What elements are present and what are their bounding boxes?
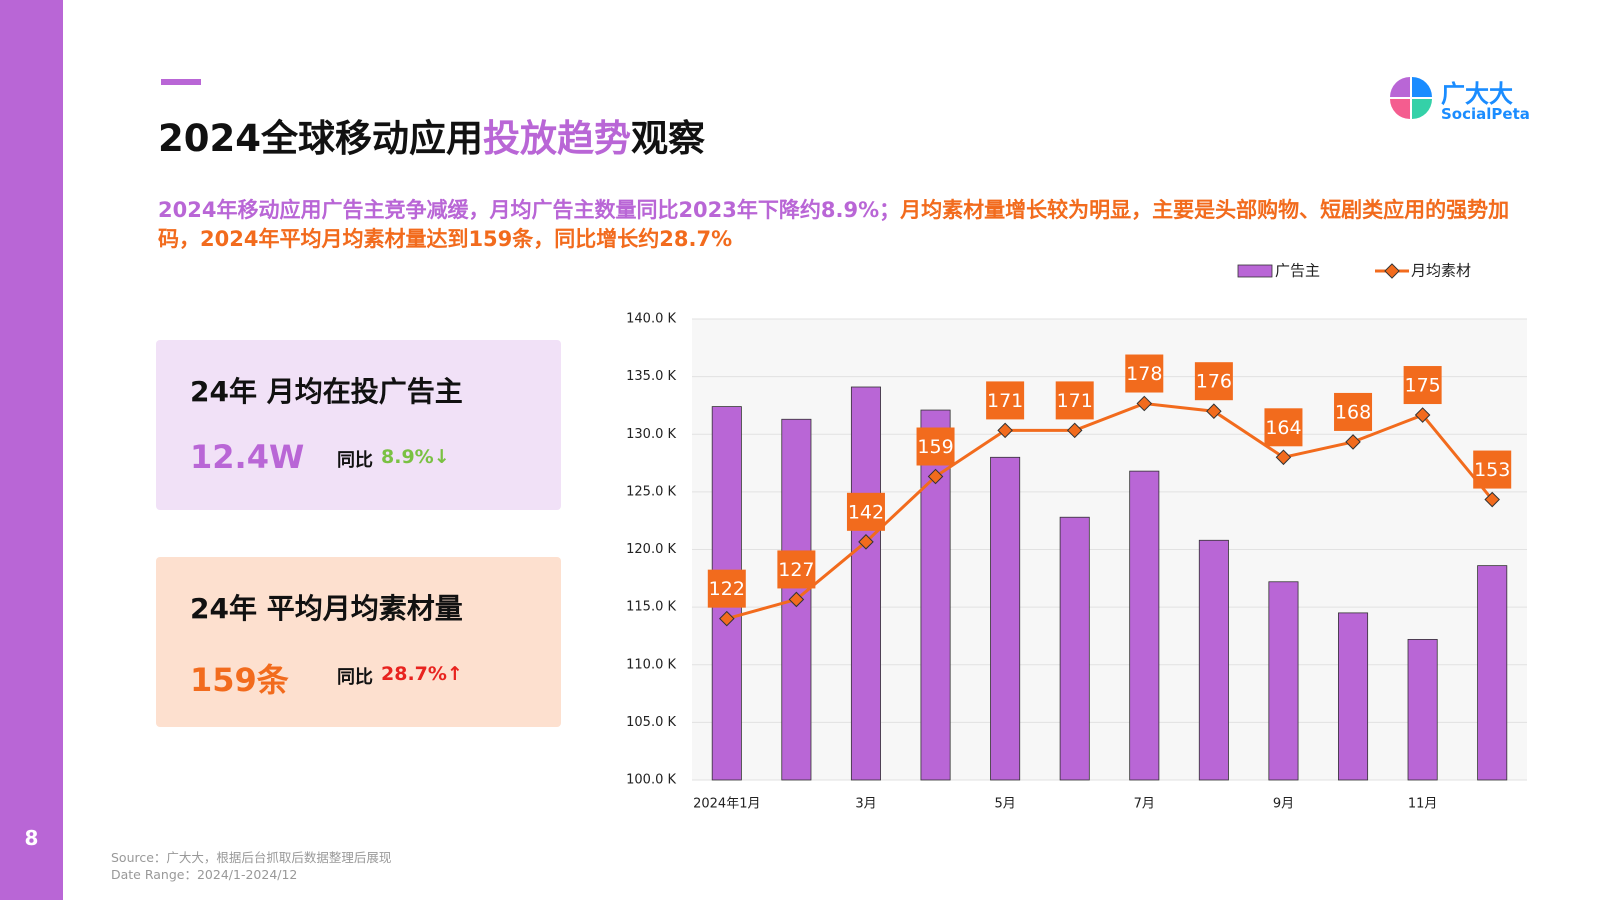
point-marker bbox=[719, 610, 735, 627]
y-tick-label: 120.0 K bbox=[626, 542, 676, 557]
data-label: 159 bbox=[917, 436, 953, 458]
data-label: 176 bbox=[1196, 371, 1232, 393]
line bbox=[726, 401, 1494, 621]
point-marker bbox=[788, 591, 805, 608]
source-line: Source：广大大，根据后台抓取后数据整理后展现 bbox=[111, 850, 392, 865]
source-note: Source：广大大，根据后台抓取后数据整理后展现 Date Range：2024… bbox=[111, 849, 391, 883]
y-tick-label: 125.0 K bbox=[626, 484, 676, 499]
x-tick-label: 11月 bbox=[1408, 797, 1438, 812]
card-change-label: 同比 bbox=[337, 667, 373, 688]
data-label-box bbox=[1403, 366, 1442, 405]
bar bbox=[1129, 470, 1160, 781]
title-part: 观察 bbox=[630, 117, 705, 160]
data-label: 153 bbox=[1474, 459, 1510, 481]
title-highlight: 投放趋势 bbox=[482, 117, 631, 160]
subtitle-purple: 2024年移动应用广告主竞争减缓，月均广告主数量同比2023年下降约8.9%； bbox=[158, 198, 901, 222]
data-label: 168 bbox=[1335, 401, 1371, 423]
point-marker bbox=[1136, 395, 1153, 412]
card-value: 12.4W bbox=[190, 438, 305, 476]
subtitle-orange: 月均素材量增长较为明显，主要是头部购物、短剧类应用的强势加码，2024年平均月均… bbox=[158, 198, 1510, 251]
card-change: 28.7%↑ bbox=[381, 663, 463, 685]
data-label-box bbox=[1194, 362, 1233, 401]
data-label-box bbox=[1334, 392, 1373, 431]
x-tick-label: 3月 bbox=[855, 797, 876, 812]
page-number: 8 bbox=[24, 826, 39, 850]
point-marker bbox=[997, 422, 1013, 439]
legend-label: 广告主 bbox=[1275, 262, 1320, 280]
stat-card: 24年 平均月均素材量 159条 同比 28.7%↑ bbox=[156, 557, 561, 727]
data-label-box bbox=[1125, 354, 1164, 393]
bar bbox=[920, 409, 951, 781]
data-label: 175 bbox=[1404, 375, 1440, 397]
data-label: 164 bbox=[1265, 417, 1301, 439]
title-part: 2024全球移动应用 bbox=[158, 117, 483, 160]
logo-brand: SocialPeta bbox=[1441, 105, 1530, 123]
card-title: 24年 平均月均素材量 bbox=[190, 592, 463, 625]
point-marker bbox=[1345, 434, 1361, 450]
data-label-box bbox=[916, 427, 955, 466]
y-tick-label: 100.0 K bbox=[626, 773, 676, 788]
x-tick-label: 2024年1月 bbox=[693, 797, 760, 812]
y-tick-label: 140.0 K bbox=[626, 312, 676, 327]
bar bbox=[1477, 565, 1508, 781]
stat-card: 24年 月均在投广告主 12.4W 同比 8.9%↓ bbox=[156, 340, 561, 510]
y-tick-label: 110.0 K bbox=[626, 657, 676, 672]
card-title: 24年 月均在投广告主 bbox=[190, 375, 463, 408]
side-strip bbox=[0, 0, 63, 900]
bar bbox=[1338, 612, 1369, 781]
x-tick-label: 9月 bbox=[1273, 797, 1294, 812]
bar bbox=[1059, 516, 1090, 781]
logo-name: 广大大 bbox=[1441, 80, 1513, 108]
data-label: 122 bbox=[709, 578, 745, 600]
data-label-box bbox=[986, 381, 1025, 420]
logo-icon bbox=[1390, 77, 1432, 119]
data-label-box bbox=[1473, 450, 1512, 489]
data-label: 127 bbox=[778, 559, 814, 581]
data-label: 142 bbox=[848, 501, 884, 523]
legend-label: 月均素材 bbox=[1411, 262, 1471, 280]
bar bbox=[850, 386, 881, 781]
point-marker bbox=[1066, 422, 1083, 439]
title-accent bbox=[161, 79, 201, 85]
y-tick-label: 135.0 K bbox=[626, 369, 676, 384]
card-value: 159条 bbox=[190, 661, 289, 699]
y-tick-label: 105.0 K bbox=[626, 715, 676, 730]
bar bbox=[990, 456, 1021, 781]
data-label-box bbox=[1055, 381, 1094, 420]
source-line: Date Range：2024/1-2024/12 bbox=[111, 867, 298, 882]
data-label-box bbox=[777, 550, 816, 589]
bar bbox=[1407, 638, 1438, 781]
legend-marker bbox=[1384, 263, 1400, 279]
y-tick-label: 115.0 K bbox=[626, 600, 676, 615]
x-tick-label: 5月 bbox=[994, 797, 1015, 812]
card-change: 8.9%↓ bbox=[381, 446, 450, 468]
point-marker bbox=[1206, 403, 1222, 419]
legend-swatch bbox=[1237, 264, 1273, 278]
card-change-label: 同比 bbox=[337, 450, 373, 471]
title: 2024全球移动应用投放趋势观察 bbox=[158, 108, 705, 162]
data-label-box bbox=[707, 569, 746, 608]
data-label: 171 bbox=[1057, 390, 1093, 412]
point-marker bbox=[1275, 449, 1292, 466]
y-tick-label: 130.0 K bbox=[626, 427, 676, 442]
x-tick-label: 7月 bbox=[1134, 797, 1155, 812]
bar bbox=[1198, 539, 1229, 781]
point-marker bbox=[1484, 491, 1500, 508]
data-label: 171 bbox=[987, 390, 1023, 412]
subtitle: 2024年移动应用广告主竞争减缓，月均广告主数量同比2023年下降约8.9%；月… bbox=[158, 196, 1518, 254]
data-label-box bbox=[846, 492, 885, 531]
data-label: 178 bbox=[1126, 363, 1162, 385]
data-label-box bbox=[1264, 408, 1303, 447]
bar bbox=[1268, 581, 1299, 781]
point-marker bbox=[1414, 407, 1431, 423]
point-marker bbox=[927, 468, 944, 485]
point-marker bbox=[858, 534, 874, 550]
